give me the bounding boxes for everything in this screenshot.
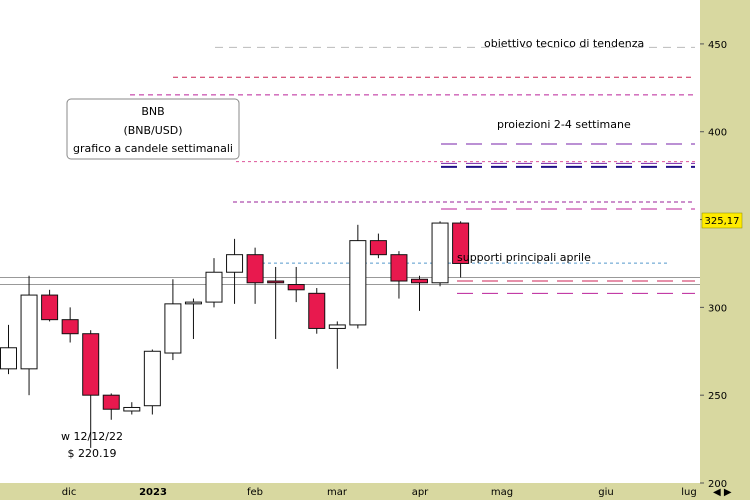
candle-body-down	[61, 319, 79, 335]
candle-body-down	[267, 280, 285, 284]
price-tick-label: 450	[708, 40, 727, 51]
candle	[41, 289, 59, 322]
candle-body-up	[123, 406, 141, 412]
candle-body-up	[431, 222, 449, 284]
candle	[123, 402, 141, 415]
candle-body-up	[143, 350, 161, 407]
candle	[102, 393, 120, 420]
price-axis-panel	[700, 0, 750, 500]
annotation-target: obiettivo tecnico di tendenza	[484, 37, 644, 50]
candle-body-down	[102, 394, 120, 410]
title-line-3: grafico a candele settimanali	[73, 142, 233, 155]
time-tick-label: giu	[598, 487, 613, 498]
candle	[246, 247, 264, 304]
candle	[0, 324, 17, 375]
title-line-2: (BNB/USD)	[123, 124, 182, 137]
candle	[390, 251, 408, 299]
candle	[164, 279, 182, 361]
candle-body-up	[20, 294, 38, 370]
candle-body-down	[452, 222, 470, 264]
candle-body-down	[390, 254, 408, 282]
annotation-low-date: w 12/12/22	[61, 430, 123, 443]
annotation-supports: supporti principali aprile	[457, 251, 591, 264]
candle-body-down	[246, 254, 264, 284]
candle	[143, 349, 161, 415]
candle	[369, 233, 387, 259]
candle	[287, 266, 305, 303]
price-tick-label: 300	[708, 303, 727, 314]
candle-body-down	[411, 278, 428, 284]
candle	[308, 288, 326, 334]
candle	[20, 275, 38, 396]
candle	[328, 321, 346, 369]
candle	[61, 307, 79, 343]
candle-body-up	[349, 240, 367, 326]
time-tick-label: mag	[491, 487, 513, 498]
candle-body-up	[0, 347, 17, 370]
candle-body-down	[82, 333, 100, 396]
candle-body-up	[328, 324, 346, 329]
candle-body-up	[205, 271, 223, 303]
candle-body-up	[226, 254, 244, 273]
time-axis-panel	[0, 483, 750, 500]
candle	[349, 224, 367, 329]
current-price-label: 325,17	[705, 216, 740, 227]
price-tick-label: 400	[708, 128, 727, 139]
title-box: BNB (BNB/USD) grafico a candele settiman…	[66, 98, 240, 160]
time-tick-label: mar	[327, 487, 348, 498]
candle-body-down	[287, 284, 305, 291]
candle	[205, 258, 223, 308]
time-tick-label: feb	[247, 487, 263, 498]
candle	[411, 275, 428, 311]
title-line-1: BNB	[141, 105, 164, 118]
corner-arrow-icon: ◀ ▶	[713, 487, 732, 498]
candle-body-up	[164, 303, 182, 354]
candle-body-down	[41, 294, 59, 321]
candle	[267, 266, 285, 339]
price-tick-label: 250	[708, 391, 727, 402]
time-tick-label: apr	[412, 487, 429, 498]
candle	[226, 238, 244, 304]
candle-body-down	[308, 292, 326, 329]
candle-body-up	[184, 301, 202, 305]
price-tick-label: 200	[708, 479, 727, 490]
annotation-low-price: $ 220.19	[68, 447, 117, 460]
current-price-marker: 325,17	[701, 212, 743, 229]
time-tick-label: 2023	[139, 487, 167, 498]
candle	[431, 221, 449, 287]
candles-layer	[0, 221, 470, 448]
annotation-projections: proiezioni 2-4 settimane	[497, 118, 631, 131]
candle-body-down	[369, 240, 387, 256]
time-tick-label: dic	[62, 487, 77, 498]
candle	[184, 298, 202, 339]
time-tick-label: lug	[681, 487, 696, 498]
candle	[82, 330, 100, 448]
candle	[452, 221, 470, 278]
